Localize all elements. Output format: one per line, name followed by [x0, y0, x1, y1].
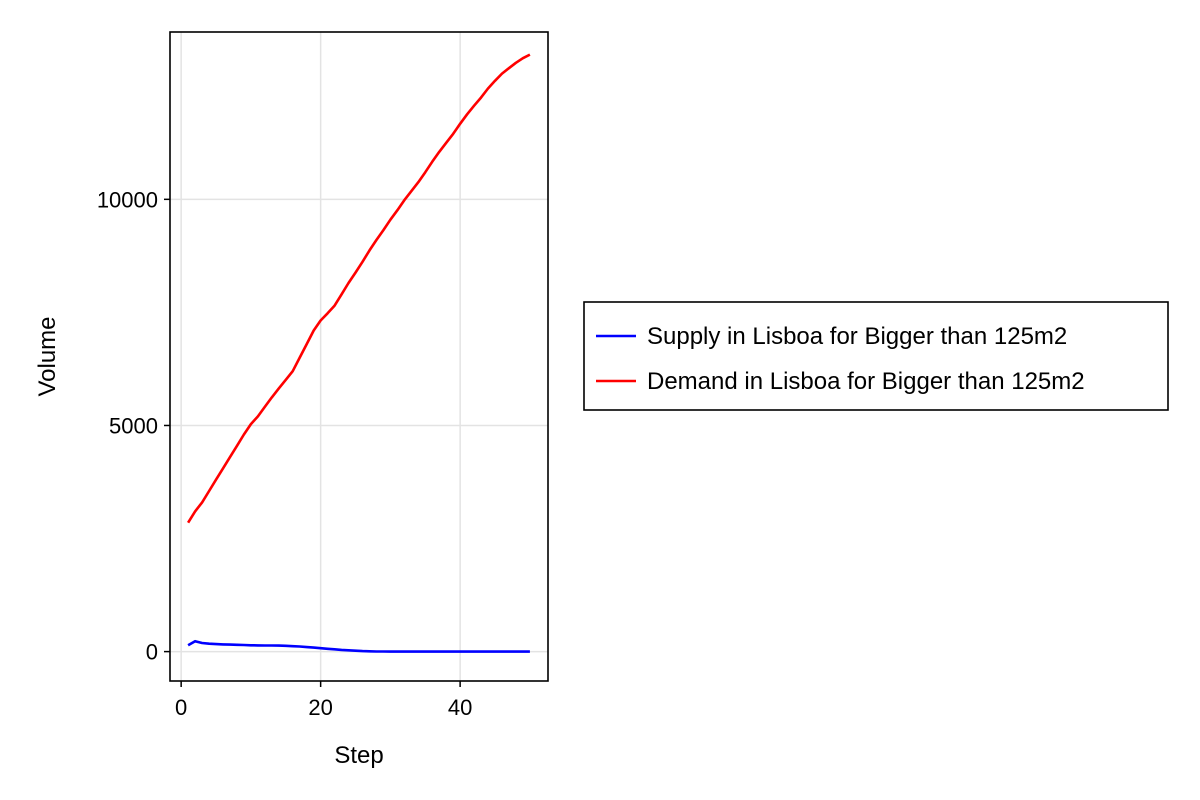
y-tick-label: 5000 — [109, 413, 158, 438]
x-tick-label: 40 — [448, 695, 472, 720]
y-tick-label: 0 — [146, 640, 158, 665]
legend-label-demand: Demand in Lisboa for Bigger than 125m2 — [647, 368, 1085, 395]
legend: Supply in Lisboa for Bigger than 125m2 D… — [583, 301, 1169, 411]
x-tick-label: 0 — [175, 695, 187, 720]
y-axis-title: Volume — [34, 316, 61, 396]
legend-box — [583, 301, 1169, 411]
series-layer — [186, 53, 531, 653]
series-line-0 — [187, 639, 530, 653]
plot-frame — [169, 31, 549, 682]
y-tick-label: 10000 — [97, 187, 158, 212]
x-tick-label: 20 — [308, 695, 332, 720]
series-line-1 — [186, 53, 531, 524]
tick-layer: 0 20 40 0 5000 10000 — [97, 187, 473, 720]
grid-layer — [170, 32, 548, 681]
x-axis-title: Step — [334, 742, 383, 769]
legend-label-supply: Supply in Lisboa for Bigger than 125m2 — [647, 323, 1067, 350]
